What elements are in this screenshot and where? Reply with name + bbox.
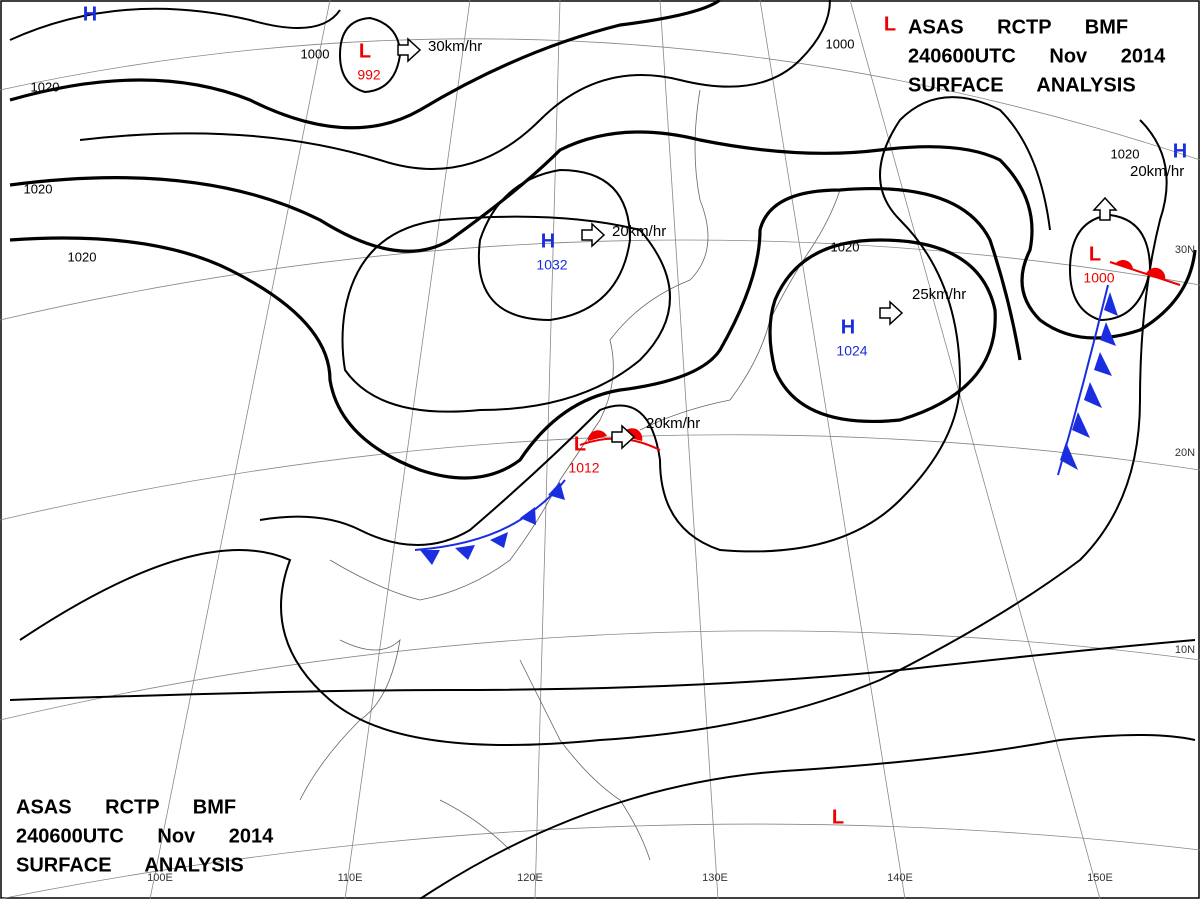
longitude-label: 140E: [887, 872, 913, 884]
isobar-label: 1020: [1111, 146, 1140, 161]
pressure-center-value: 1000: [1083, 270, 1114, 286]
motion-label: 25km/hr: [912, 286, 966, 303]
longitude-label: 130E: [702, 872, 728, 884]
pressure-center-value: 1032: [536, 257, 567, 273]
isobar-label: 1020: [831, 239, 860, 254]
isobar-label: 1000: [301, 46, 330, 61]
isobar-label: 1020: [24, 181, 53, 196]
pressure-center-symbol: H: [841, 316, 855, 338]
header-line: ASAS RCTP BMF: [908, 16, 1128, 38]
longitude-label: 150E: [1087, 872, 1113, 884]
header-line: 240600UTC Nov 2014: [16, 825, 274, 847]
longitude-label: 120E: [517, 872, 543, 884]
latitude-label: 20N: [1175, 447, 1195, 459]
isobar-label: 1000: [826, 36, 855, 51]
header-line: SURFACE ANALYSIS: [908, 74, 1136, 96]
pressure-center-symbol: L: [359, 40, 371, 62]
pressure-center-symbol: L: [832, 806, 844, 828]
header-line: 240600UTC Nov 2014: [908, 45, 1166, 67]
isobar-label: 1020: [68, 249, 97, 264]
pressure-center-symbol: L: [884, 13, 896, 35]
motion-arrows: [397, 37, 1118, 450]
longitude-label: 100E: [147, 872, 173, 884]
pressure-center-value: 992: [357, 67, 381, 83]
pressure-center-symbol: H: [541, 230, 555, 252]
isobar-label: 1020: [31, 79, 60, 94]
latitude-label: 30N: [1175, 244, 1195, 256]
motion-label: 20km/hr: [612, 223, 666, 240]
latitude-label: 10N: [1175, 644, 1195, 656]
cold-fronts: [414, 284, 1118, 565]
header-line: SURFACE ANALYSIS: [16, 854, 244, 876]
pressure-center-symbol: L: [574, 433, 586, 455]
pressure-center-symbol: H: [83, 3, 97, 25]
pressure-center-symbol: L: [1089, 243, 1101, 265]
isobars: [9, 0, 1197, 899]
pressure-center-value: 1024: [836, 343, 867, 359]
longitude-label: 110E: [338, 872, 363, 884]
pressure-center-symbol: H: [1173, 140, 1187, 162]
motion-label: 20km/hr: [1130, 163, 1184, 180]
motion-label: 20km/hr: [646, 415, 700, 432]
motion-label: 30km/hr: [428, 38, 482, 55]
pressure-center-value: 1012: [568, 460, 599, 476]
header-line: ASAS RCTP BMF: [16, 796, 236, 818]
